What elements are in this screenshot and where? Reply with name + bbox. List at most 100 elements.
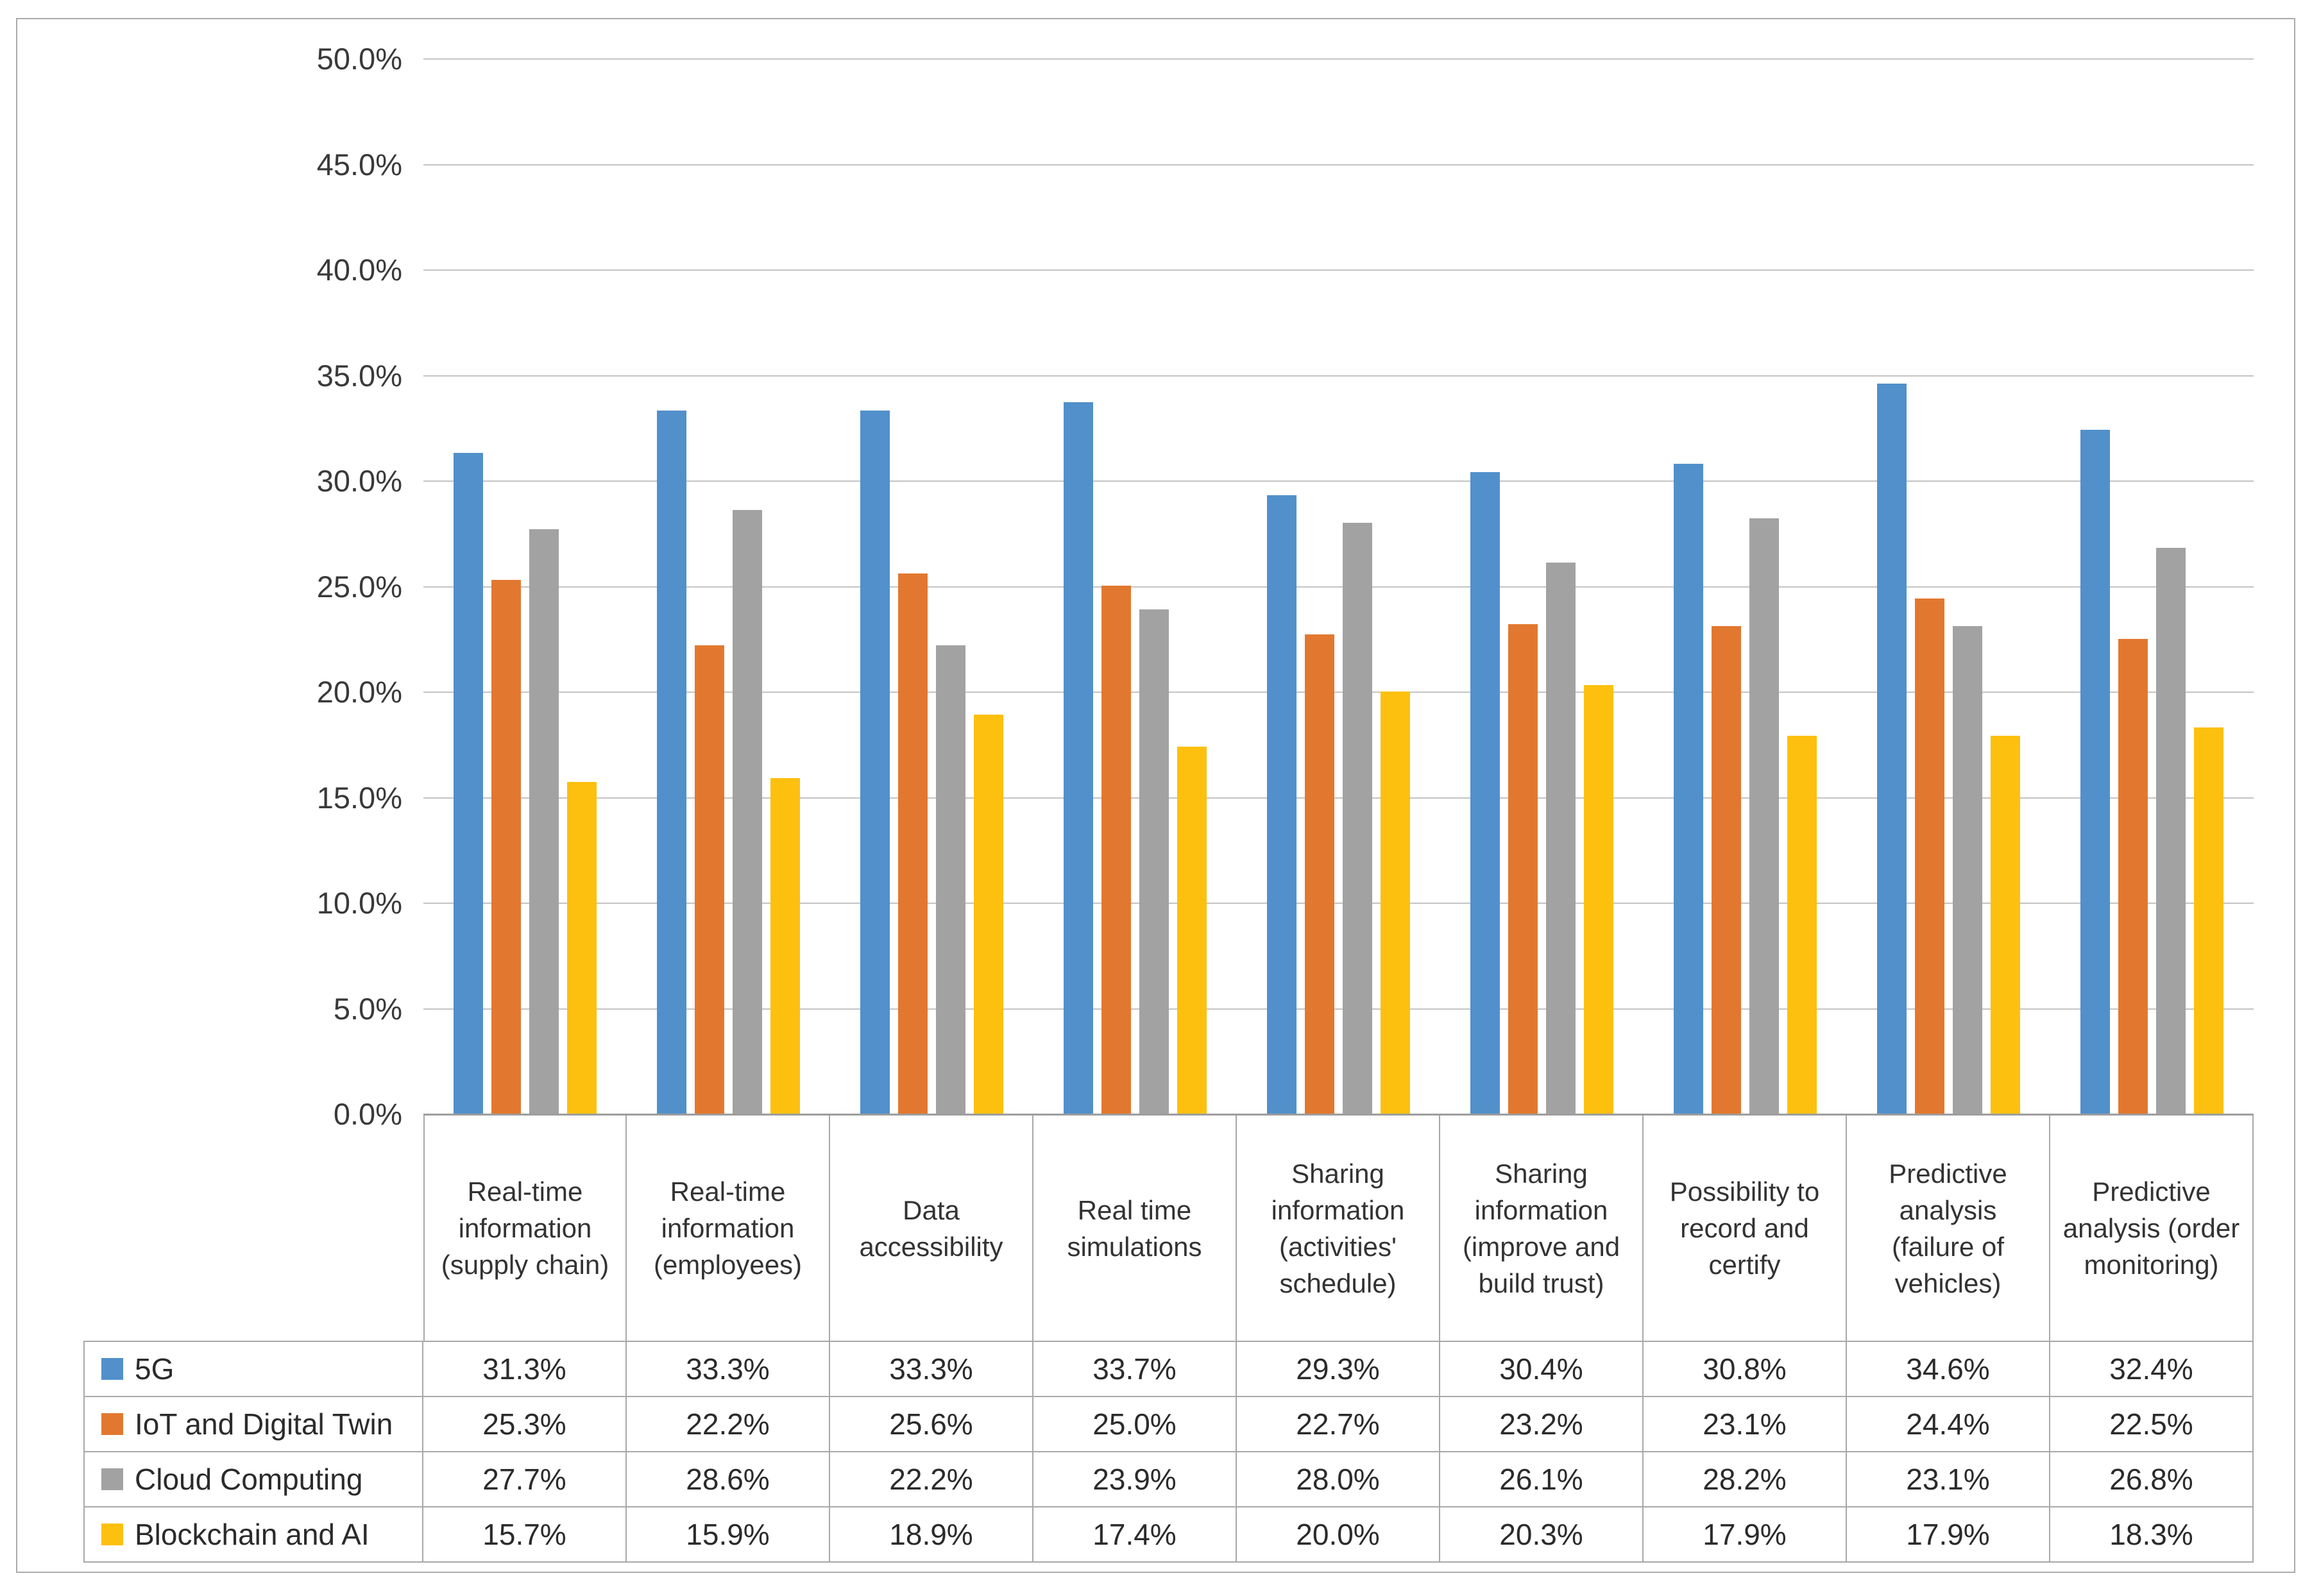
category-label: Data accessibility xyxy=(859,1194,1003,1262)
y-axis-tick-label: 40.0% xyxy=(316,253,402,287)
value-cell-5g-sharing-information-improve-and-build-trust: 30.4% xyxy=(1440,1342,1644,1396)
value-cell-cloud-computing-possibility-to-record-and-certify: 28.2% xyxy=(1644,1452,1847,1506)
bar-5g-sharing-information-activities-schedule xyxy=(1267,495,1296,1114)
bar-cloud-computing-real-time-information-employees xyxy=(733,510,762,1114)
value-cell-cloud-computing-real-time-information-supply-chain: 27.7% xyxy=(423,1452,627,1506)
series-name: Cloud Computing xyxy=(135,1463,363,1496)
bar-cloud-computing-sharing-information-improve-and-build-trust xyxy=(1546,563,1576,1114)
value-cell-iot-and-digital-twin-predictive-analysis-order-monitoring: 22.5% xyxy=(2050,1397,2254,1451)
value-cell-blockchain-and-ai-sharing-information-improve-and-build-trust: 20.3% xyxy=(1440,1507,1644,1561)
bar-group-real-time-simulations xyxy=(1033,58,1237,1114)
bar-blockchain-and-ai-real-time-simulations xyxy=(1177,747,1207,1114)
value-cell-iot-and-digital-twin-real-time-information-supply-chain: 25.3% xyxy=(423,1397,627,1451)
bar-iot-and-digital-twin-sharing-information-activities-schedule xyxy=(1305,634,1334,1114)
bar-blockchain-and-ai-predictive-analysis-order-monitoring xyxy=(2194,727,2223,1114)
y-axis-tick-label: 0.0% xyxy=(333,1097,402,1131)
legend-cell-cloud-computing: Cloud Computing xyxy=(83,1452,423,1506)
bar-iot-and-digital-twin-real-time-simulations xyxy=(1101,586,1131,1114)
value-cell-blockchain-and-ai-data-accessibility: 18.9% xyxy=(830,1507,1033,1561)
value-cell-blockchain-and-ai-real-time-information-employees: 15.9% xyxy=(627,1507,830,1561)
y-axis-tick-label: 35.0% xyxy=(316,359,402,393)
legend-cell-iot-and-digital-twin: IoT and Digital Twin xyxy=(83,1397,423,1451)
value-cell-iot-and-digital-twin-possibility-to-record-and-certify: 23.1% xyxy=(1644,1397,1847,1451)
chart-frame: 0.0% 5.0% 10.0% 15.0% 20.0% 25.0% 30.0% 35.0% 40… xyxy=(16,18,2295,1573)
bar-group-predictive-analysis-order-monitoring xyxy=(2050,58,2254,1114)
bar-blockchain-and-ai-sharing-information-improve-and-build-trust xyxy=(1584,685,1613,1114)
table-row-iot-and-digital-twin: IoT and Digital Twin 25.3% 22.2% 25.6% 25.0%… xyxy=(83,1397,2254,1452)
category-label: Sharing information (activities' schedul… xyxy=(1271,1158,1405,1298)
category-label: Real-time information (employees) xyxy=(653,1176,803,1280)
value-cell-5g-predictive-analysis-order-monitoring: 32.4% xyxy=(2050,1342,2254,1396)
table-row-blockchain-and-ai: Blockchain and AI 15.7% 15.9% 18.9% 17.4% 20.… xyxy=(83,1507,2254,1563)
bar-blockchain-and-ai-possibility-to-record-and-certify xyxy=(1787,736,1817,1114)
series-name: Blockchain and AI xyxy=(135,1518,370,1551)
bar-iot-and-digital-twin-predictive-analysis-failure-of-vehicles xyxy=(1915,598,1944,1114)
category-axis-row: Real-time information (supply chain) Real… xyxy=(423,1114,2254,1341)
gridline xyxy=(423,692,2254,693)
value-cell-5g-real-time-information-employees: 33.3% xyxy=(627,1342,830,1396)
category-label: Real time simulations xyxy=(1067,1194,1202,1262)
bar-5g-real-time-simulations xyxy=(1064,402,1093,1114)
bar-group-possibility-to-record-and-certify xyxy=(1644,58,1847,1114)
bar-group-sharing-information-activities-schedule xyxy=(1237,58,1440,1114)
bar-group-predictive-analysis-failure-of-vehicles xyxy=(1847,58,2050,1114)
value-cell-blockchain-and-ai-sharing-information-activities-schedule: 20.0% xyxy=(1237,1507,1440,1561)
category-label: Sharing information (improve and build t… xyxy=(1462,1158,1620,1298)
category-cell-possibility-to-record-and-certify: Possibility to record and certify xyxy=(1644,1116,1847,1341)
value-cell-5g-data-accessibility: 33.3% xyxy=(830,1342,1033,1396)
bar-iot-and-digital-twin-data-accessibility xyxy=(898,573,928,1114)
bar-cloud-computing-predictive-analysis-order-monitoring xyxy=(2156,548,2186,1114)
value-cell-cloud-computing-predictive-analysis-failure-of-vehicles: 23.1% xyxy=(1847,1452,2050,1506)
value-cell-blockchain-and-ai-real-time-simulations: 17.4% xyxy=(1033,1507,1237,1561)
legend-cell-blockchain-and-ai: Blockchain and AI xyxy=(83,1507,423,1561)
bar-iot-and-digital-twin-real-time-information-employees xyxy=(695,645,724,1114)
series-color-swatch-icon xyxy=(101,1413,123,1435)
value-cell-cloud-computing-sharing-information-improve-and-build-trust: 26.1% xyxy=(1440,1452,1644,1506)
value-cell-blockchain-and-ai-predictive-analysis-order-monitoring: 18.3% xyxy=(2050,1507,2254,1561)
gridline xyxy=(423,58,2254,60)
series-color-swatch-icon xyxy=(101,1468,123,1490)
category-cell-sharing-information-improve-and-build-trust: Sharing information (improve and build t… xyxy=(1440,1116,1644,1341)
bar-5g-predictive-analysis-order-monitoring xyxy=(2080,430,2110,1114)
series-color-swatch-icon xyxy=(101,1358,123,1380)
bar-5g-predictive-analysis-failure-of-vehicles xyxy=(1877,384,1907,1114)
y-axis-tick-label: 25.0% xyxy=(316,570,402,604)
series-name: 5G xyxy=(135,1352,174,1386)
bar-groups xyxy=(423,58,2254,1114)
value-cell-blockchain-and-ai-possibility-to-record-and-certify: 17.9% xyxy=(1644,1507,1847,1561)
value-cell-iot-and-digital-twin-data-accessibility: 25.6% xyxy=(830,1397,1033,1451)
bar-blockchain-and-ai-data-accessibility xyxy=(974,715,1003,1114)
table-row-5g: 5G 31.3% 33.3% 33.3% 33.7% 29.3% 30.4% 30.8% 34.… xyxy=(83,1342,2254,1397)
value-cell-cloud-computing-sharing-information-activities-schedule: 28.0% xyxy=(1237,1452,1440,1506)
value-cell-iot-and-digital-twin-sharing-information-improve-and-build-trust: 23.2% xyxy=(1440,1397,1644,1451)
gridline xyxy=(423,797,2254,799)
value-cell-5g-real-time-simulations: 33.7% xyxy=(1033,1342,1237,1396)
table-row-cloud-computing: Cloud Computing 27.7% 28.6% 22.2% 23.9% 28.0%… xyxy=(83,1452,2254,1507)
category-label: Real-time information (supply chain) xyxy=(441,1176,609,1280)
bar-blockchain-and-ai-real-time-information-employees xyxy=(770,778,800,1114)
bar-group-data-accessibility xyxy=(830,58,1033,1114)
bar-5g-real-time-information-employees xyxy=(657,411,686,1114)
bar-iot-and-digital-twin-real-time-information-supply-chain xyxy=(491,580,521,1114)
gridline xyxy=(423,1008,2254,1010)
value-cell-cloud-computing-predictive-analysis-order-monitoring: 26.8% xyxy=(2050,1452,2254,1506)
bar-cloud-computing-predictive-analysis-failure-of-vehicles xyxy=(1953,626,1982,1114)
bar-5g-real-time-information-supply-chain xyxy=(454,453,483,1114)
bar-cloud-computing-sharing-information-activities-schedule xyxy=(1343,523,1372,1114)
value-cell-5g-sharing-information-activities-schedule: 29.3% xyxy=(1237,1342,1440,1396)
category-cell-predictive-analysis-failure-of-vehicles: Predictive analysis (failure of vehicles… xyxy=(1847,1116,2050,1341)
category-label: Possibility to record and certify xyxy=(1669,1176,1820,1280)
y-axis-tick-label: 45.0% xyxy=(316,148,402,182)
y-axis-tick-label: 10.0% xyxy=(316,886,402,920)
category-cell-data-accessibility: Data accessibility xyxy=(830,1116,1033,1341)
bar-iot-and-digital-twin-possibility-to-record-and-certify xyxy=(1712,626,1741,1114)
bar-iot-and-digital-twin-predictive-analysis-order-monitoring xyxy=(2118,639,2148,1114)
value-cell-iot-and-digital-twin-sharing-information-activities-schedule: 22.7% xyxy=(1237,1397,1440,1451)
bar-cloud-computing-possibility-to-record-and-certify xyxy=(1749,518,1779,1114)
value-cell-5g-real-time-information-supply-chain: 31.3% xyxy=(423,1342,627,1396)
value-cell-iot-and-digital-twin-real-time-simulations: 25.0% xyxy=(1033,1397,1237,1451)
value-cell-blockchain-and-ai-predictive-analysis-failure-of-vehicles: 17.9% xyxy=(1847,1507,2050,1561)
bar-cloud-computing-data-accessibility xyxy=(936,645,965,1114)
value-cell-cloud-computing-real-time-simulations: 23.9% xyxy=(1033,1452,1237,1506)
